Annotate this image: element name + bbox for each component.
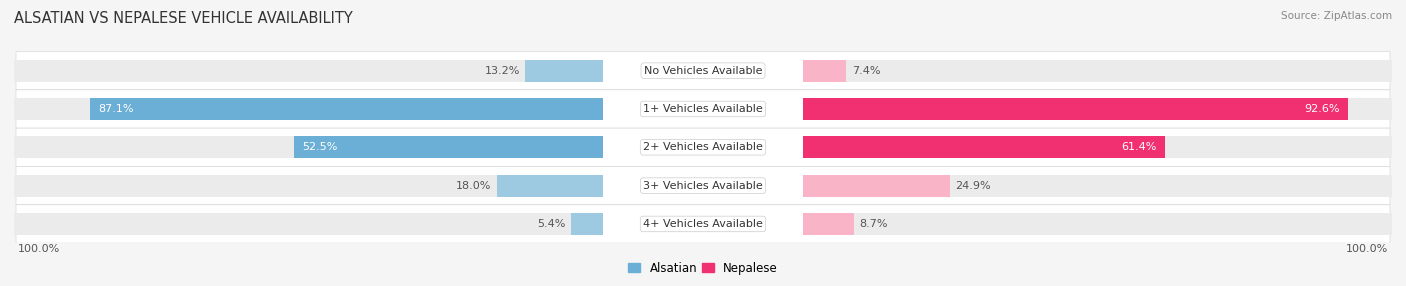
Text: ALSATIAN VS NEPALESE VEHICLE AVAILABILITY: ALSATIAN VS NEPALESE VEHICLE AVAILABILIT… [14,11,353,26]
Text: 24.9%: 24.9% [955,181,991,190]
Bar [14,174,603,197]
FancyBboxPatch shape [15,166,1391,205]
Text: 7.4%: 7.4% [852,66,880,76]
FancyBboxPatch shape [15,90,1391,128]
Legend: Alsatian, Nepalese: Alsatian, Nepalese [623,257,783,279]
Text: 52.5%: 52.5% [302,142,337,152]
Bar [14,98,603,120]
Text: 61.4%: 61.4% [1121,142,1156,152]
Text: 92.6%: 92.6% [1305,104,1340,114]
Text: 2+ Vehicles Available: 2+ Vehicles Available [643,142,763,152]
Bar [803,136,1164,158]
Bar [294,136,603,158]
Text: 1+ Vehicles Available: 1+ Vehicles Available [643,104,763,114]
Text: No Vehicles Available: No Vehicles Available [644,66,762,76]
Bar [803,98,1392,120]
Bar [498,174,603,197]
Text: 4+ Vehicles Available: 4+ Vehicles Available [643,219,763,229]
Text: 3+ Vehicles Available: 3+ Vehicles Available [643,181,763,190]
Text: 100.0%: 100.0% [1347,244,1389,254]
Bar [14,213,603,235]
Bar [526,59,603,82]
Bar [803,59,1392,82]
Bar [803,136,1392,158]
Text: 100.0%: 100.0% [17,244,59,254]
Bar [803,174,949,197]
FancyBboxPatch shape [15,205,1391,243]
FancyBboxPatch shape [15,51,1391,90]
Text: 5.4%: 5.4% [537,219,565,229]
Bar [14,59,603,82]
Bar [803,174,1392,197]
Text: Source: ZipAtlas.com: Source: ZipAtlas.com [1281,11,1392,21]
Text: 13.2%: 13.2% [485,66,520,76]
Bar [803,213,853,235]
Text: 87.1%: 87.1% [98,104,134,114]
FancyBboxPatch shape [15,128,1391,166]
Bar [803,213,1392,235]
Text: 18.0%: 18.0% [456,181,492,190]
Bar [90,98,603,120]
Bar [14,136,603,158]
Bar [571,213,603,235]
Bar [803,59,846,82]
Bar [803,98,1348,120]
Text: 8.7%: 8.7% [859,219,889,229]
